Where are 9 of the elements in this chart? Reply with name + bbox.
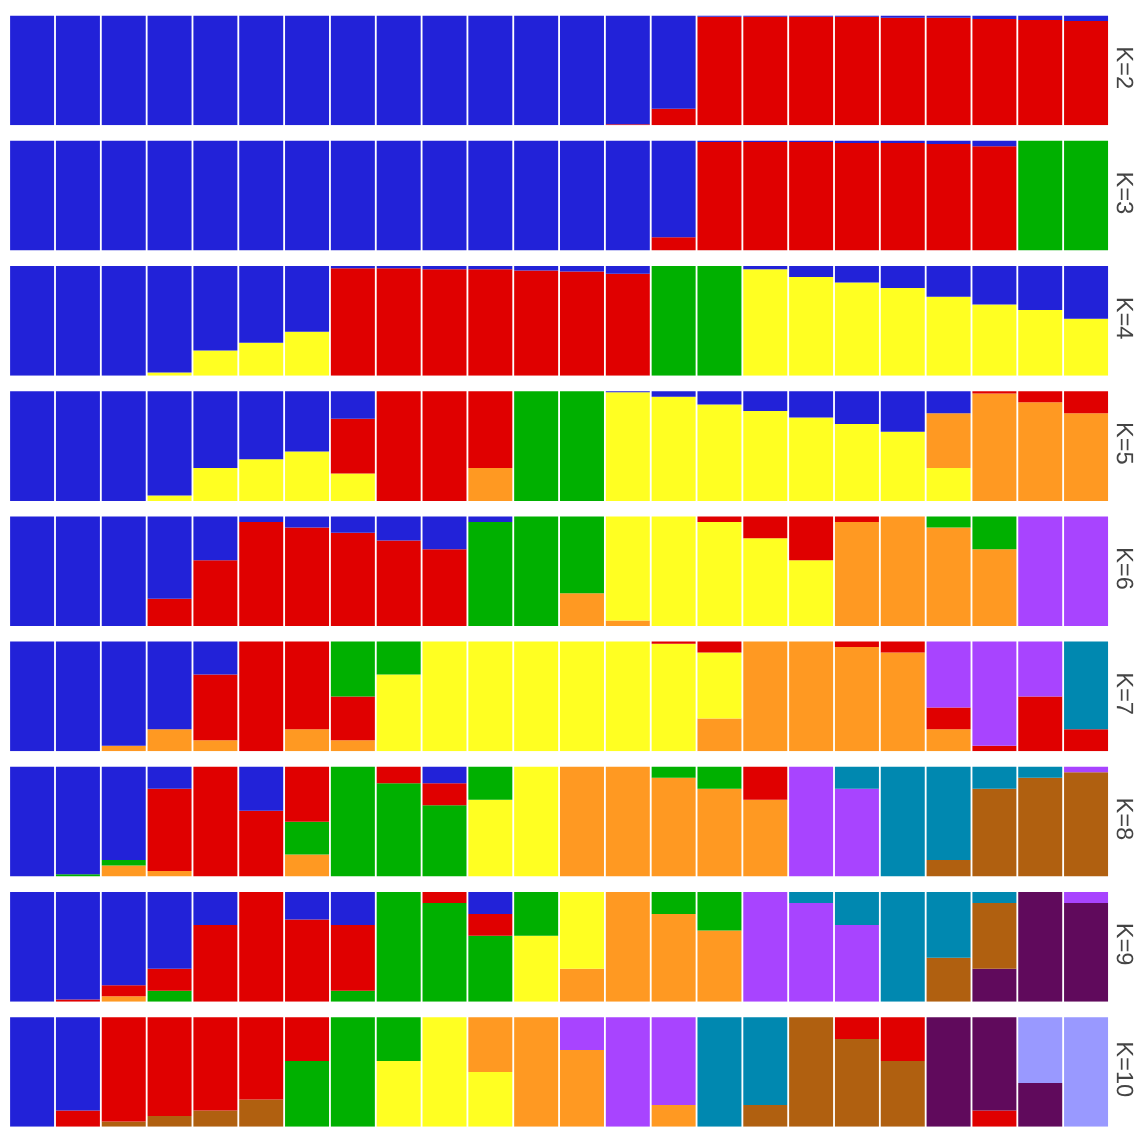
y-axis-title: K=8 xyxy=(1116,799,1134,840)
y-axis-title: K=9 xyxy=(1116,924,1134,965)
y-axis-title: K=4 xyxy=(1116,298,1134,339)
y-axis-title: K=10 xyxy=(1116,1043,1134,1097)
y-axis-title: K=3 xyxy=(1116,173,1134,214)
y-axis-title: K=5 xyxy=(1116,423,1134,464)
y-axis-title: K=2 xyxy=(1116,48,1134,88)
y-axis-title: K=7 xyxy=(1116,674,1134,714)
y-axis-title: K=6 xyxy=(1116,549,1134,589)
